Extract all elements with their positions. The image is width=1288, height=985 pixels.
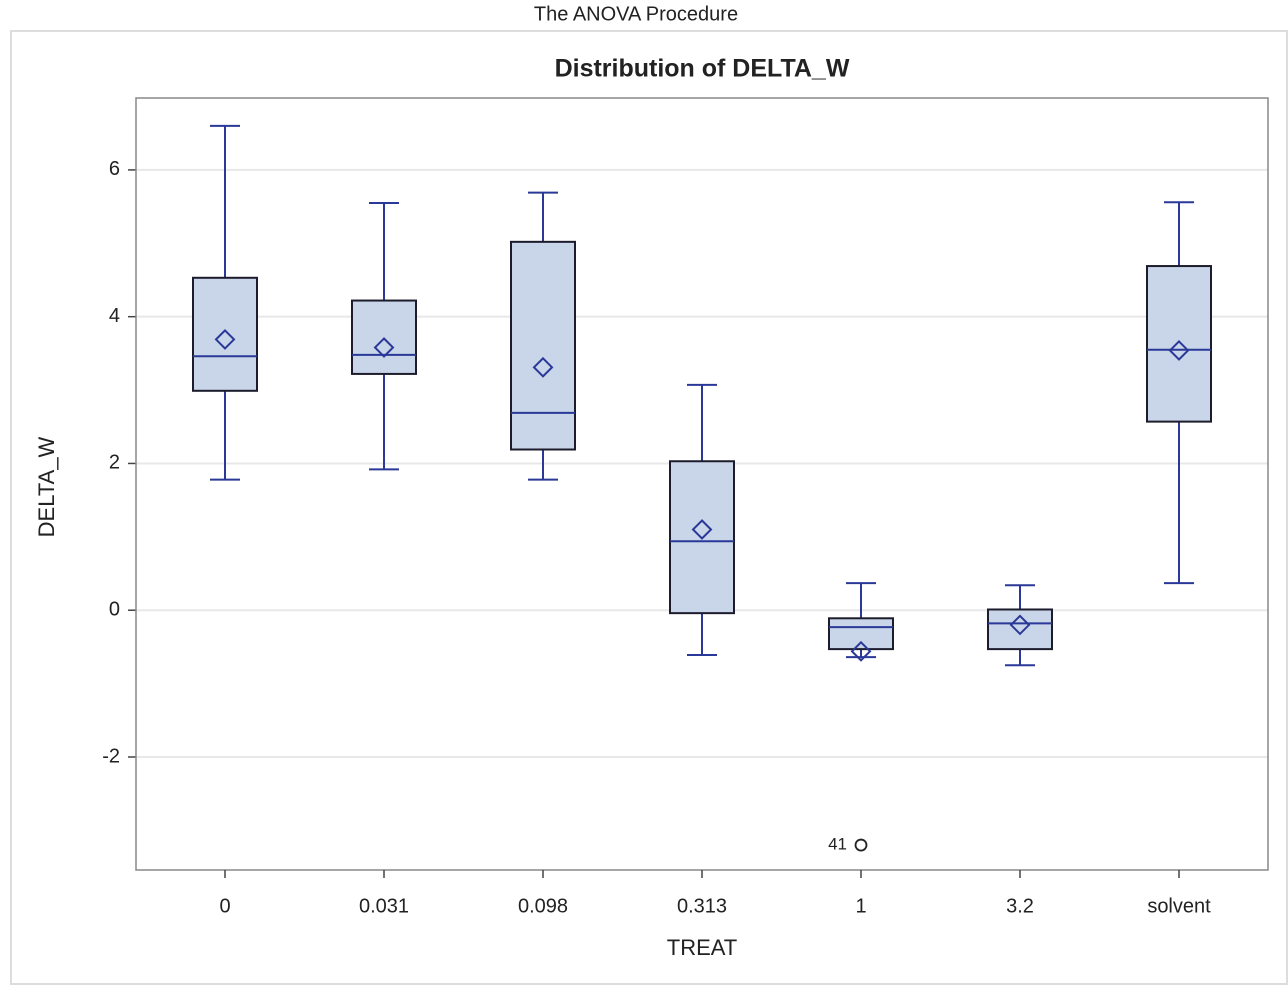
y-tick-label: 2	[109, 452, 120, 474]
box	[828, 617, 894, 651]
x-axis-label: TREAT	[667, 935, 737, 960]
outlier	[854, 838, 868, 852]
x-tick-label: 0.098	[518, 895, 568, 917]
box	[192, 276, 258, 392]
y-tick-label: 6	[109, 158, 120, 180]
y-tick-label: -2	[102, 745, 120, 767]
x-tick-label: 1	[855, 895, 866, 917]
y-tick-label: 0	[109, 599, 120, 621]
y-tick-label: 4	[109, 305, 120, 327]
outlier-label: 41	[828, 835, 847, 854]
mean	[214, 329, 236, 350]
mean	[1009, 614, 1031, 636]
box	[510, 240, 576, 451]
x-tick-label: 0.031	[359, 895, 409, 917]
mean	[1168, 340, 1190, 361]
header: The ANOVA Procedure	[534, 3, 738, 25]
mean	[532, 356, 554, 378]
mean	[373, 337, 395, 358]
y-axis-label: DELTA_W	[34, 436, 59, 537]
x-tick-label: solvent	[1147, 895, 1211, 917]
mean	[850, 640, 872, 662]
chart-title: Distribution of DELTA_W	[555, 55, 850, 83]
frame	[10, 30, 1288, 985]
box	[1146, 265, 1212, 423]
x-tick-label: 3.2	[1006, 895, 1034, 917]
mean	[691, 519, 713, 540]
x-tick-label: 0.313	[677, 895, 727, 917]
x-tick-label: 0	[219, 895, 230, 917]
